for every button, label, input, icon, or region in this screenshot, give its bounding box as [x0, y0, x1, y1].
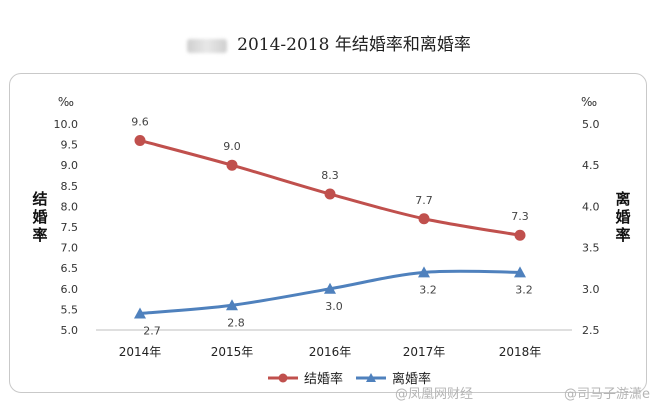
- y-left-unit: ‰: [58, 95, 74, 109]
- y-right-tick-label: 2.5: [582, 324, 600, 337]
- chart-frame: [9, 73, 647, 393]
- data-label-marriage: 7.7: [415, 194, 433, 207]
- y-left-tick-label: 5.5: [61, 303, 79, 316]
- y-left-tick-label: 6.5: [61, 262, 79, 275]
- chart-title: 2014-2018 年结婚率和离婚率: [0, 30, 658, 55]
- y-left-tick-label: 8.5: [61, 180, 79, 193]
- legend-marker-marriage: [278, 373, 288, 383]
- x-tick-label: 2015年: [211, 345, 254, 359]
- y-left-tick-label: 10.0: [54, 118, 79, 131]
- y-right-axis-title: 婚: [615, 208, 630, 226]
- y-right-tick-label: 5.0: [582, 118, 600, 131]
- series-point-marriage: [226, 159, 238, 171]
- series-point-divorce: [514, 266, 526, 278]
- series-line-0: [139, 139, 521, 237]
- series-point-divorce: [418, 266, 430, 278]
- watermark-left: @凤凰网财经: [395, 387, 474, 402]
- data-label-divorce: 2.8: [227, 316, 245, 329]
- x-tick-label: 2014年: [119, 345, 162, 359]
- data-label-divorce: 2.7: [143, 325, 161, 338]
- y-left-tick-label: 5.0: [61, 324, 79, 337]
- y-right-axis-title: 率: [615, 226, 630, 244]
- data-label-divorce: 3.2: [419, 283, 437, 296]
- y-right-tick-label: 4.5: [582, 159, 600, 172]
- x-tick-label: 2018年: [499, 345, 542, 359]
- data-label-divorce: 3.2: [515, 283, 533, 296]
- y-left-axis-title: 婚: [32, 208, 47, 226]
- data-label-marriage: 9.6: [131, 115, 149, 128]
- x-tick-label: 2016年: [309, 345, 352, 359]
- y-left-tick-label: 8.0: [61, 200, 79, 213]
- series-point-divorce: [226, 299, 238, 311]
- legend-label-0: 结婚率: [304, 371, 343, 387]
- series-point-marriage: [324, 188, 336, 200]
- data-label-marriage: 8.3: [321, 169, 339, 182]
- series-point-divorce: [324, 282, 336, 294]
- series-point-marriage: [418, 213, 430, 225]
- data-label-marriage: 9.0: [223, 140, 241, 153]
- legend-label-1: 离婚率: [392, 371, 431, 387]
- y-left-tick-label: 6.0: [61, 283, 79, 296]
- y-right-unit: ‰: [581, 95, 597, 109]
- y-right-tick-label: 3.0: [582, 283, 600, 296]
- series-point-marriage: [514, 229, 526, 241]
- series-point-marriage: [134, 134, 146, 146]
- x-tick-label: 2017年: [403, 345, 446, 359]
- chart-title-text: 2014-2018 年结婚率和离婚率: [237, 35, 471, 55]
- series-point-divorce: [134, 307, 146, 319]
- y-right-tick-label: 4.0: [582, 200, 600, 213]
- legend-marker-divorce: [366, 373, 376, 382]
- y-left-tick-label: 9.0: [61, 159, 79, 172]
- watermark-right: @司马子游潇e: [564, 387, 650, 402]
- y-left-axis-title: 率: [32, 226, 47, 244]
- data-label-marriage: 7.3: [511, 210, 529, 223]
- y-right-axis-title: 离: [615, 190, 630, 208]
- y-right-tick-label: 3.5: [582, 242, 600, 255]
- y-left-tick-label: 7.0: [61, 242, 79, 255]
- y-left-tick-label: 9.5: [61, 139, 79, 152]
- y-left-axis-title: 结: [32, 190, 47, 208]
- blurred-logo: [187, 38, 228, 53]
- y-left-tick-label: 7.5: [61, 221, 79, 234]
- data-label-divorce: 3.0: [325, 300, 343, 313]
